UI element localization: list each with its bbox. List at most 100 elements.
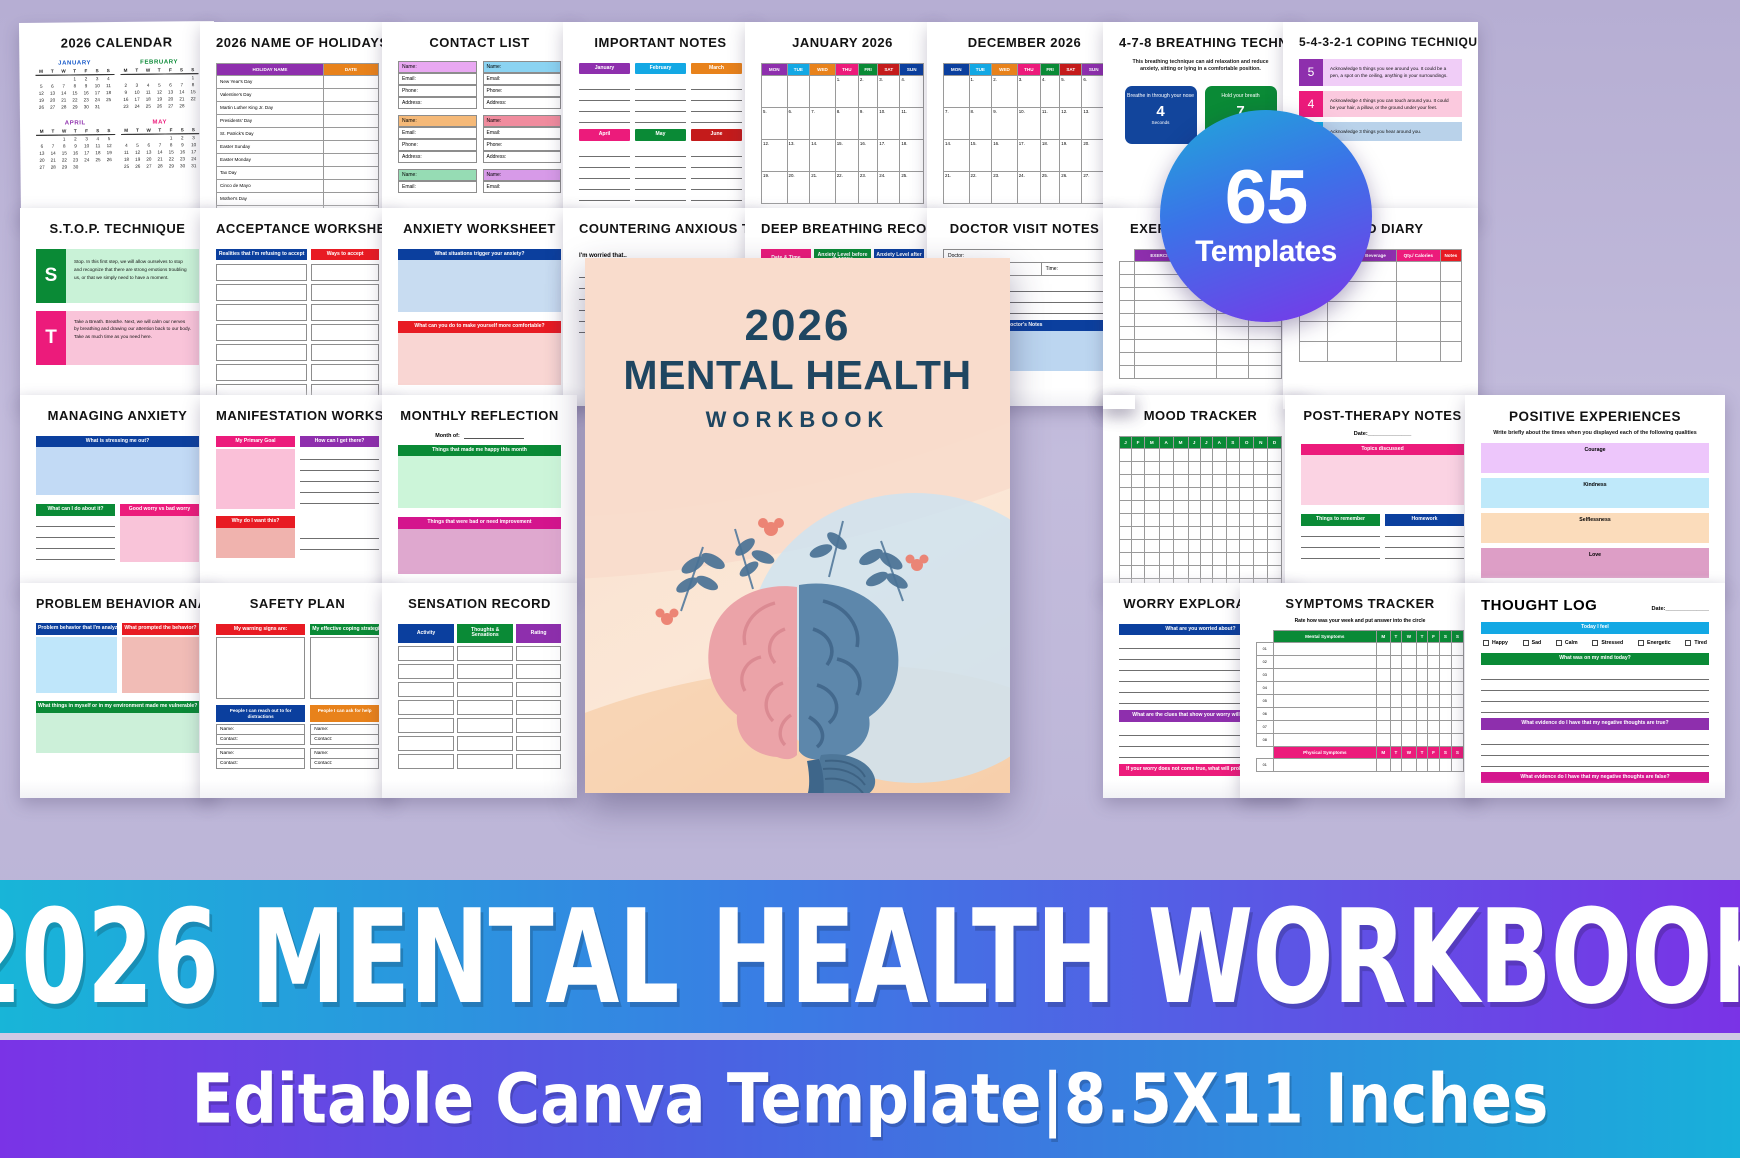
section-body — [1301, 455, 1464, 506]
month-calendar: MON TUE WED THU FRI SAT SUN 1. 2. 3. 4. 5. 6. 7. 8.… — [761, 62, 924, 204]
section-header: Things to remember — [1301, 514, 1380, 527]
note-lines — [579, 146, 630, 202]
answer-cells — [516, 646, 561, 770]
subtitle-banner: Editable Canva Template|8.5X11 Inches — [0, 1040, 1740, 1158]
mood-checkbox-happy[interactable]: Happy — [1483, 639, 1508, 646]
section-body — [121, 636, 199, 693]
quality-block: Kindness — [1481, 478, 1709, 509]
contact-block: Name: Contact: Name: Contact: — [216, 723, 306, 769]
template-thumb-acceptance[interactable]: ACCEPTANCE WORKSHEET Realities that I'm … — [200, 208, 395, 406]
checkbox-icon[interactable] — [1522, 639, 1529, 646]
date-label: Date:______________ — [1651, 606, 1709, 612]
template-thumb-important-notes[interactable]: IMPORTANT NOTES January February March A… — [563, 22, 758, 220]
date-label: Date:______________ — [1353, 430, 1412, 437]
brain-left-hemisphere — [708, 586, 797, 760]
sheet-title: ANXIETY WORKSHEET — [403, 221, 556, 236]
section-header: Good worry vs bad worry — [120, 504, 199, 517]
section-body — [216, 449, 295, 510]
intro-text: Write briefly about the times when you d… — [1493, 430, 1697, 437]
main-title-banner: 2026 MENTAL HEALTH WORKBOOK — [0, 880, 1740, 1033]
quality-block: Courage — [1481, 443, 1709, 474]
template-thumb-posttherapy[interactable] — [1103, 395, 1135, 409]
template-thumb-thought-log[interactable]: THOUGHT LOG Date:______________ Today I … — [1465, 583, 1725, 798]
section-header: If your worry does not come true, what w… — [1119, 764, 1282, 777]
badge-count: 65 — [1224, 155, 1309, 241]
section-header: My effective coping strategies: — [310, 623, 379, 636]
workbook-cover-image[interactable]: 2026 MENTAL HEALTH WORKBOOK — [585, 258, 1010, 793]
template-thumb-post-therapy-notes-sheet[interactable]: POST-THERAPY NOTES Date:______________ T… — [1285, 395, 1480, 593]
sheet-title: 2026 CALENDAR — [60, 34, 173, 51]
contact-block: Name: Contact: Name: Contact: — [310, 723, 379, 769]
sheet-title: 5-4-3-2-1 COPING TECHNIQUE FOR ANXIETY — [1299, 35, 1478, 49]
template-thumb-problem-behavior[interactable]: PROBLEM BEHAVIOR ANALYSIS Problem behavi… — [20, 583, 215, 798]
answer-cells — [398, 646, 455, 770]
template-thumb-monthly-reflection[interactable]: MONTHLY REFLECTION Month of: Things that… — [382, 395, 577, 593]
section-body — [120, 516, 199, 563]
template-thumb-manifestation[interactable]: MANIFESTATION WORKSHEET My Primary Goal … — [200, 395, 395, 593]
contact-card: Name: Email: Phone: Address: — [398, 114, 477, 163]
template-thumb-safety-plan[interactable]: SAFETY PLAN My warning signs are: My eff… — [200, 583, 395, 798]
section-header: Why do I want this? — [216, 516, 295, 529]
template-thumb-sensation-record[interactable]: SENSATION RECORD Activity Thoughts & Sen… — [382, 583, 577, 798]
mood-checkbox-sad[interactable]: Sad — [1522, 639, 1541, 646]
checkbox-icon[interactable] — [1685, 639, 1692, 646]
mood-checkbox-tired[interactable]: Tired — [1685, 639, 1707, 646]
note-lines — [300, 528, 379, 558]
sheet-title: JANUARY 2026 — [792, 35, 893, 50]
fade-overlay — [20, 780, 215, 798]
sheet-title: COUNTERING ANXIOUS THOUGHTS — [579, 221, 758, 236]
note-lines — [943, 281, 1106, 314]
col-header: Realities that I'm refusing to accept — [216, 248, 308, 261]
template-thumb-contact-list[interactable]: CONTACT LIST Name: Email: Phone: Address… — [382, 22, 577, 220]
section-header: Things that made me happy this month — [398, 444, 561, 457]
section-body — [216, 528, 295, 559]
banner-headline: 2026 MENTAL HEALTH WORKBOOK — [0, 880, 1740, 1033]
cover-year: 2026 — [744, 301, 851, 350]
checkbox-icon[interactable] — [1483, 639, 1489, 646]
badge-label: Templates — [1195, 234, 1337, 268]
section-body — [398, 333, 561, 386]
section-header: Topics discussed — [1301, 443, 1464, 456]
sheet-title: THOUGHT LOG — [1481, 597, 1598, 614]
quality-block: Love — [1481, 548, 1709, 579]
breathing-step-card: Breathe in through your nose 4 Seconds — [1124, 86, 1197, 145]
template-thumb-december-2026[interactable]: DECEMBER 2026 MON TUE WED THU FRI SAT SUN 1. 2… — [927, 22, 1122, 220]
template-thumb-stop-technique[interactable]: S.T.O.P. TECHNIQUE S Stop. In this first… — [20, 208, 215, 406]
section-header: Today I feel — [1481, 622, 1709, 634]
mood-checkbox-calm[interactable]: Calm — [1555, 639, 1578, 646]
section-body — [216, 637, 306, 700]
section-header: What was on my mind today? — [1481, 652, 1709, 665]
template-thumb-positive-experiences[interactable]: POSITIVE EXPERIENCES Write briefly about… — [1465, 395, 1725, 593]
section-header: Things that were bad or need improvement — [398, 517, 561, 530]
checkbox-icon[interactable] — [1592, 639, 1599, 646]
template-thumb-holidays[interactable]: 2026 NAME OF HOLIDAYS HOLIDAY NAME DATE … — [200, 22, 395, 220]
mood-checkbox-stressed[interactable]: Stressed — [1592, 639, 1623, 646]
mood-checkbox-energetic[interactable]: Energetic — [1637, 639, 1671, 646]
template-thumb-symptoms-tracker[interactable]: SYMPTOMS TRACKER Rate how was your week … — [1240, 583, 1480, 798]
template-thumb-january-2026[interactable]: JANUARY 2026 MON TUE WED THU FRI SAT SUN 1. 2.… — [745, 22, 940, 220]
month-chip: May — [635, 129, 686, 142]
templates-count-badge: 65 Templates — [1160, 110, 1372, 322]
checkbox-icon[interactable] — [1555, 639, 1562, 646]
checkbox-icon[interactable] — [1637, 639, 1644, 646]
template-thumb-anxiety-worksheet[interactable]: ANXIETY WORKSHEET What situations trigge… — [382, 208, 577, 406]
sheet-title: CONTACT LIST — [429, 35, 530, 50]
field-time[interactable]: Time: — [1041, 262, 1106, 276]
sheet-title: DECEMBER 2026 — [967, 35, 1082, 50]
section-header: What evidence do I have that my negative… — [1481, 717, 1709, 730]
section-header: What is stressing me out? — [36, 435, 199, 448]
template-thumb-managing-anxiety[interactable]: MANAGING ANXIETY What is stressing me ou… — [20, 395, 215, 593]
answer-cells — [457, 646, 514, 770]
contact-card: Name: Email: Phone: Address: — [482, 114, 561, 163]
section-body — [398, 260, 561, 313]
month-chip: June — [691, 129, 742, 142]
cover-title: MENTAL HEALTH — [623, 352, 972, 398]
intro-text: This breathing technique can aid relaxat… — [1132, 58, 1269, 73]
